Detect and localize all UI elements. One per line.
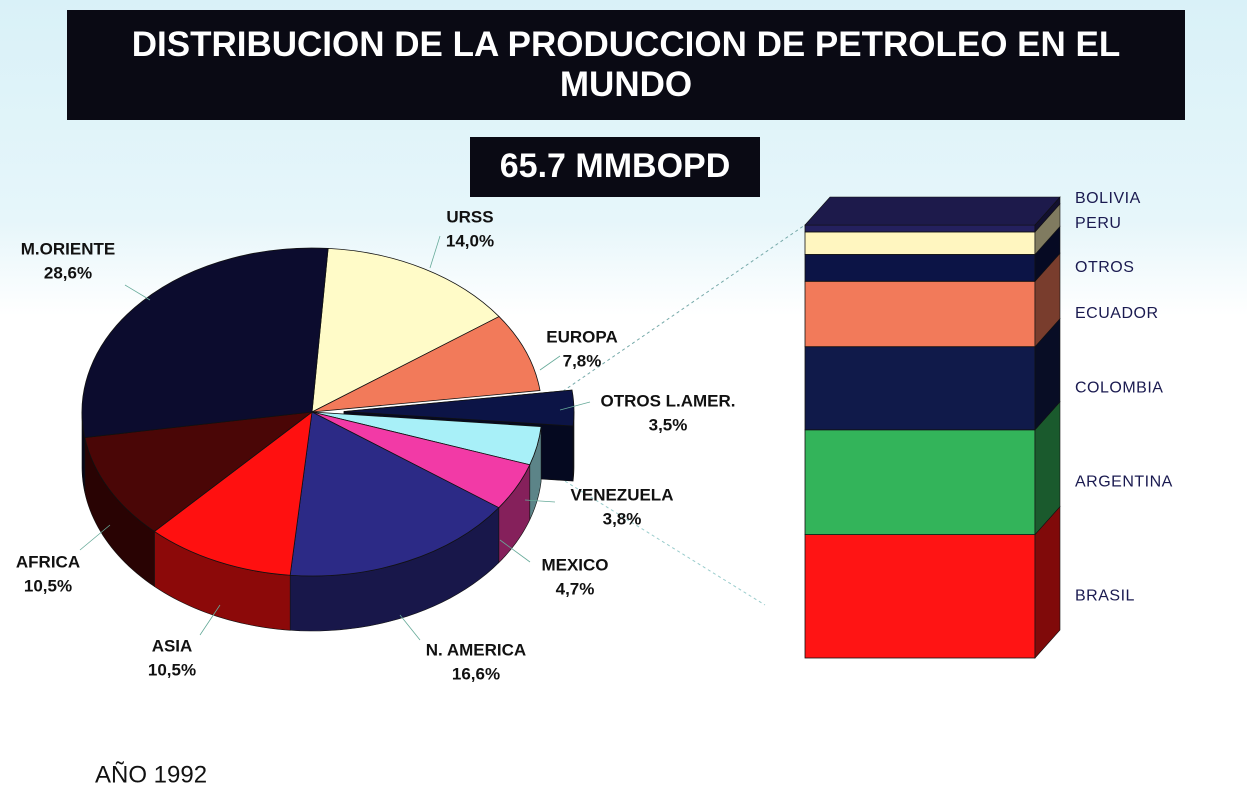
- slice-label: ASIA: [152, 636, 193, 655]
- pie-slice: [343, 389, 575, 427]
- connector: [552, 224, 806, 399]
- leader-line: [79, 524, 111, 551]
- chart-subtitle: 65.7 MMBOPD: [500, 147, 731, 185]
- connector: [559, 477, 766, 606]
- slice-label: EUROPA: [546, 327, 617, 346]
- title-box: [67, 10, 1185, 120]
- bar-segment: [804, 231, 1036, 255]
- bar-segment: [804, 429, 1036, 535]
- slice-label: M.ORIENTE: [21, 239, 115, 258]
- segment-label: OTROS: [1075, 259, 1134, 276]
- pie-slice: [311, 247, 500, 413]
- leader-line: [559, 401, 591, 411]
- slice-value-label: 3,8%: [603, 509, 642, 528]
- leader-line: [399, 614, 421, 641]
- slice-label: MEXICO: [541, 555, 608, 574]
- segment-label: PERU: [1075, 215, 1121, 232]
- segment-label: ARGENTINA: [1075, 473, 1173, 490]
- slice-label: OTROS L.AMER.: [600, 391, 735, 410]
- chart-title: DISTRIBUCION DE LA PRODUCCION DE PETROLE…: [131, 25, 1121, 104]
- slice-label: AFRICA: [16, 552, 80, 571]
- segment-label: BOLIVIA: [1075, 190, 1141, 207]
- pie-slice: [81, 247, 329, 438]
- leader-line: [524, 499, 556, 503]
- slice-value-label: 7,8%: [563, 351, 602, 370]
- footnote: AÑO 1992: [95, 761, 207, 788]
- slice-label: URSS: [446, 207, 493, 226]
- leader-line: [429, 235, 441, 269]
- segment-label: ECUADOR: [1075, 305, 1159, 322]
- bar-segment: [804, 224, 1036, 233]
- slice-value-label: 10,5%: [24, 576, 72, 595]
- pie-slice: [289, 411, 500, 577]
- subtitle-box: [470, 137, 760, 197]
- leader-line: [539, 355, 561, 371]
- slice-label: N. AMERICA: [426, 640, 526, 659]
- segment-label: COLOMBIA: [1075, 379, 1163, 396]
- leader-line: [499, 539, 531, 563]
- bar-segment: [804, 280, 1036, 348]
- title-wrap: DISTRIBUCION DE LA PRODUCCION DE PETROLE…: [131, 25, 1121, 104]
- slice-value-label: 10,5%: [148, 660, 196, 679]
- slice-value-label: 3,5%: [649, 415, 688, 434]
- bar-segment: [804, 346, 1036, 431]
- pie-slice: [153, 411, 313, 576]
- bar-segment: [804, 534, 1036, 659]
- slice-label: VENEZUELA: [571, 485, 674, 504]
- pie-slice: [84, 411, 314, 532]
- bar-top: [804, 196, 1061, 226]
- bar-segment: [804, 254, 1036, 282]
- leader-line: [124, 284, 151, 301]
- segment-label: BRASIL: [1075, 588, 1135, 605]
- slice-value-label: 16,6%: [452, 664, 500, 683]
- slice-value-label: 4,7%: [556, 579, 595, 598]
- slice-value-label: 28,6%: [44, 263, 92, 282]
- pie-slice: [311, 316, 541, 413]
- leader-line: [199, 604, 221, 636]
- slice-value-label: 14,0%: [446, 231, 494, 250]
